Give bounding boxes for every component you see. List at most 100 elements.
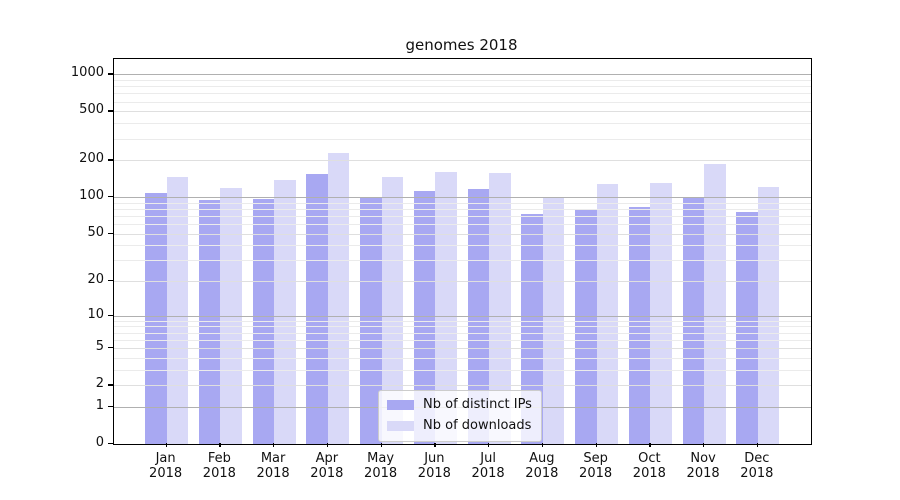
bar-ips-dec (736, 212, 758, 444)
x-tick-label: Jan 2018 (134, 451, 198, 481)
gridline-sub (114, 111, 811, 113)
x-tick-label: Jul 2018 (456, 451, 520, 481)
gridline-sub (114, 233, 811, 235)
gridline-minor (114, 369, 811, 371)
gridline-minor (114, 138, 811, 140)
x-tick-label: Mar 2018 (241, 451, 305, 481)
legend-swatch-distinct-ips (387, 400, 414, 410)
y-tick-label: 0 (95, 435, 104, 450)
bar-downloads-jun (435, 171, 457, 444)
y-tick-mark (108, 347, 113, 349)
x-tick-label: Dec 2018 (725, 451, 789, 481)
x-tick-label: Apr 2018 (295, 451, 359, 481)
bar-downloads-may (381, 176, 404, 444)
bar-downloads-aug (542, 197, 565, 444)
x-tick-label: Jun 2018 (402, 451, 466, 481)
y-tick-label: 20 (87, 272, 104, 288)
legend-label: Nb of distinct IPs (423, 397, 532, 412)
bar-downloads-mar (274, 180, 296, 444)
y-tick-label: 200 (79, 151, 104, 167)
y-tick-label: 50 (87, 224, 104, 240)
y-tick-mark (108, 110, 113, 112)
bar-downloads-jul (489, 173, 511, 444)
y-tick-label: 100 (79, 188, 104, 203)
x-tick-mark (380, 443, 382, 447)
y-tick-mark (108, 232, 113, 234)
bar-downloads-oct (650, 183, 672, 444)
plot-area: Nb of distinct IPs Nb of downloads (113, 58, 812, 445)
x-tick-year: 2018 (417, 466, 451, 481)
x-tick-label: Oct 2018 (617, 451, 681, 481)
x-tick-year: 2018 (202, 466, 236, 481)
bar-ips-jun (413, 191, 436, 444)
gridline-minor (114, 93, 811, 95)
x-tick-label: Nov 2018 (671, 451, 735, 481)
gridline-minor (114, 123, 811, 125)
bar-ips-may (360, 197, 382, 444)
y-tick-mark (108, 314, 113, 317)
gridline-minor (114, 320, 811, 322)
gridline-sub (114, 385, 811, 387)
y-tick-mark (108, 443, 113, 445)
gridline-minor (114, 79, 811, 81)
x-tick-year: 2018 (149, 466, 183, 481)
legend-item-distinct-ips: Nb of distinct IPs (387, 397, 532, 413)
y-tick-mark (108, 384, 113, 386)
chart-title: genomes 2018 (405, 36, 518, 54)
y-tick-mark (108, 280, 113, 282)
x-tick-year: 2018 (525, 466, 559, 481)
y-tick-label: 2 (95, 376, 104, 392)
y-tick-mark (108, 73, 113, 75)
y-tick-mark (108, 405, 113, 408)
gridline-sub (114, 348, 811, 350)
x-tick-mark (273, 443, 275, 447)
x-tick-label: Sep 2018 (564, 451, 628, 481)
x-tick-label: Feb 2018 (187, 451, 251, 481)
gridline-minor (114, 215, 811, 217)
y-tick-label: 1 (95, 397, 104, 413)
gridline-minor (114, 357, 811, 359)
gridline-minor (114, 332, 811, 334)
y-tick-mark (108, 159, 113, 161)
legend-item-downloads: Nb of downloads (387, 418, 532, 434)
x-tick-year: 2018 (364, 466, 398, 481)
gridline-sub (114, 281, 811, 283)
bar-downloads-dec (757, 186, 780, 444)
x-tick-mark (219, 443, 221, 447)
x-tick-mark (595, 443, 597, 447)
gridline-minor (114, 208, 811, 210)
x-tick-mark (488, 443, 490, 447)
x-tick-mark (165, 443, 167, 447)
gridline-major (114, 315, 811, 317)
bar-ips-aug (521, 213, 543, 444)
gridline-sub (114, 160, 811, 162)
x-tick-mark (326, 443, 329, 447)
y-tick-label: 1000 (70, 65, 104, 81)
legend-label: Nb of downloads (423, 418, 532, 433)
legend-swatch-downloads (387, 421, 414, 431)
x-tick-year: 2018 (740, 466, 774, 481)
x-tick-year: 2018 (256, 466, 290, 481)
x-tick-mark (756, 443, 759, 447)
gridline-minor (114, 86, 811, 88)
gridline-major (114, 74, 811, 76)
x-tick-year: 2018 (579, 466, 613, 481)
x-tick-year: 2018 (310, 466, 344, 481)
bar-ips-nov (682, 197, 705, 444)
x-tick-mark (703, 443, 705, 447)
x-tick-mark (434, 443, 436, 447)
bar-downloads-apr (327, 153, 350, 444)
x-tick-year: 2018 (471, 466, 505, 481)
x-tick-year: 2018 (632, 466, 666, 481)
bar-ips-jan (145, 192, 167, 444)
gridline-minor (114, 202, 811, 204)
x-tick-mark (541, 443, 544, 447)
x-tick-mark (649, 443, 651, 447)
x-tick-label: May 2018 (349, 451, 413, 481)
x-tick-label: Aug 2018 (510, 451, 574, 481)
y-tick-label: 500 (79, 102, 104, 118)
bar-ips-sep (575, 208, 597, 444)
bar-downloads-sep (596, 184, 619, 444)
gridline-minor (114, 260, 811, 262)
